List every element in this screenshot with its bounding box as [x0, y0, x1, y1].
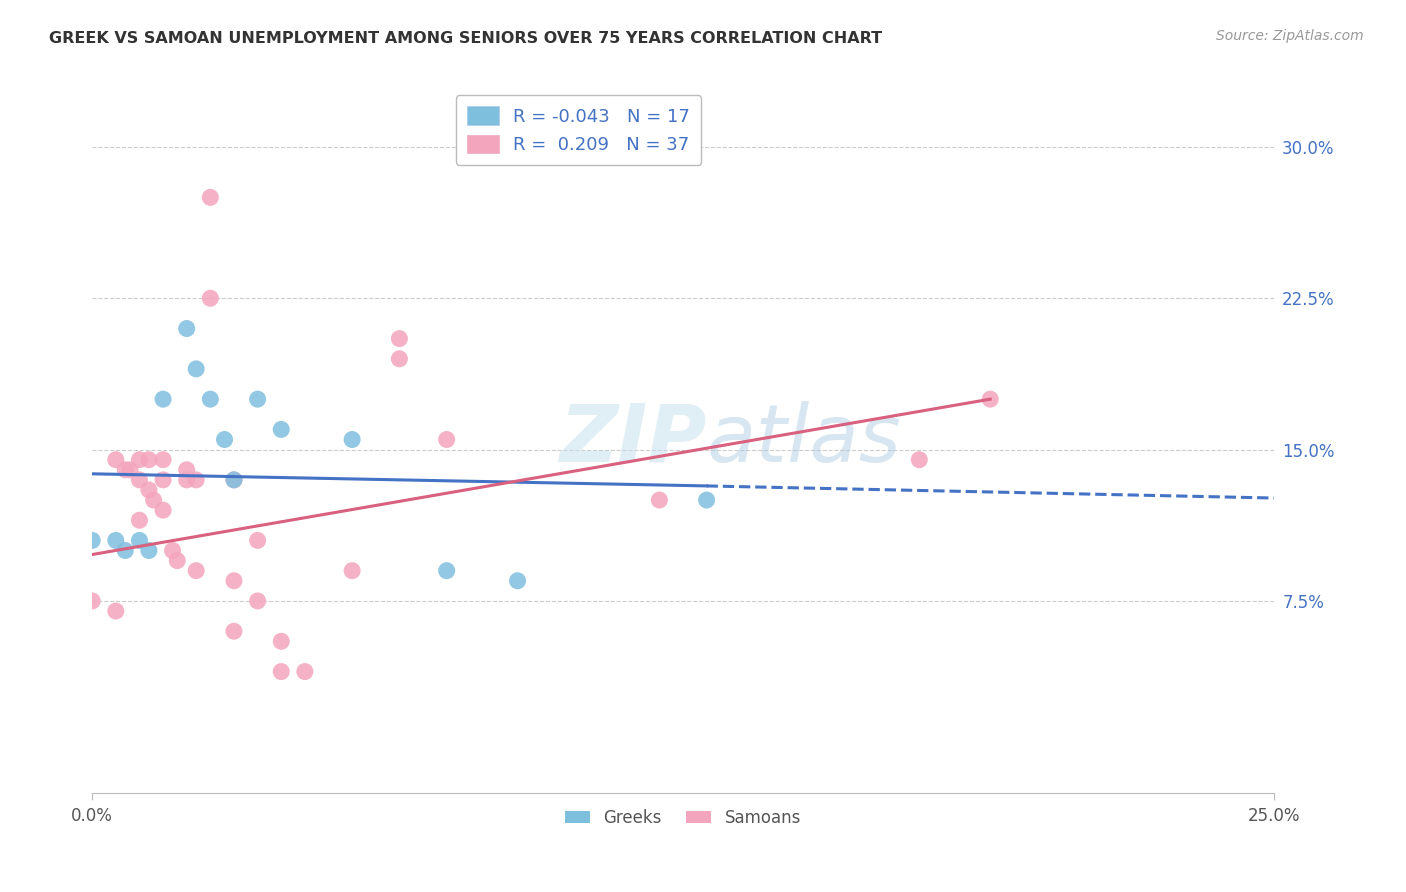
Point — [270, 634, 292, 648]
Point — [128, 452, 150, 467]
Point — [246, 533, 269, 548]
Text: atlas: atlas — [707, 401, 901, 478]
Point — [340, 433, 363, 447]
Point — [128, 473, 150, 487]
Point — [246, 594, 269, 608]
Point — [506, 574, 529, 588]
Point — [222, 624, 245, 639]
Point — [186, 362, 208, 376]
Point — [222, 574, 245, 588]
Point — [200, 291, 222, 305]
Point — [152, 473, 174, 487]
Point — [138, 452, 160, 467]
Point — [340, 564, 363, 578]
Point — [142, 493, 165, 508]
Point — [104, 604, 127, 618]
Point — [648, 493, 671, 508]
Point — [138, 543, 160, 558]
Point — [436, 564, 458, 578]
Point — [388, 351, 411, 366]
Point — [104, 452, 127, 467]
Point — [114, 543, 136, 558]
Point — [176, 463, 198, 477]
Point — [128, 513, 150, 527]
Point — [128, 533, 150, 548]
Legend: Greeks, Samoans: Greeks, Samoans — [558, 803, 808, 834]
Point — [176, 473, 198, 487]
Point — [222, 473, 245, 487]
Point — [152, 392, 174, 406]
Text: ZIP: ZIP — [560, 401, 707, 478]
Point — [696, 493, 718, 508]
Point — [222, 473, 245, 487]
Point — [152, 452, 174, 467]
Point — [186, 564, 208, 578]
Point — [270, 665, 292, 679]
Point — [162, 543, 184, 558]
Point — [979, 392, 1001, 406]
Point — [388, 332, 411, 346]
Point — [214, 433, 236, 447]
Point — [82, 594, 104, 608]
Point — [166, 553, 188, 567]
Point — [246, 392, 269, 406]
Point — [270, 422, 292, 436]
Point — [294, 665, 316, 679]
Point — [908, 452, 931, 467]
Point — [82, 533, 104, 548]
Point — [200, 190, 222, 204]
Point — [200, 392, 222, 406]
Text: Source: ZipAtlas.com: Source: ZipAtlas.com — [1216, 29, 1364, 43]
Point — [104, 533, 127, 548]
Point — [138, 483, 160, 497]
Point — [176, 321, 198, 335]
Point — [118, 463, 141, 477]
Point — [436, 433, 458, 447]
Point — [152, 503, 174, 517]
Text: GREEK VS SAMOAN UNEMPLOYMENT AMONG SENIORS OVER 75 YEARS CORRELATION CHART: GREEK VS SAMOAN UNEMPLOYMENT AMONG SENIO… — [49, 31, 883, 46]
Point — [114, 463, 136, 477]
Point — [186, 473, 208, 487]
